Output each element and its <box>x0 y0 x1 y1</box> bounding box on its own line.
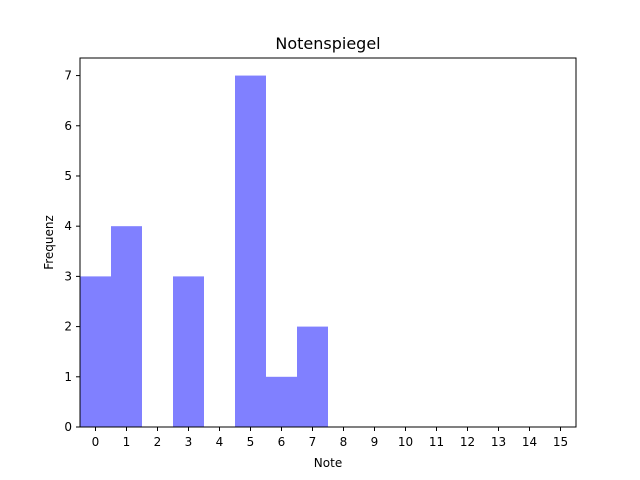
y-tick-label-2: 2 <box>64 320 72 334</box>
x-tick-label-9: 9 <box>371 435 379 449</box>
x-tick-label-8: 8 <box>340 435 348 449</box>
y-tick-label-4: 4 <box>64 219 72 233</box>
plot-frame <box>79 57 577 428</box>
y-axis-ticks: 0 1 2 3 4 5 6 7 <box>64 69 80 434</box>
y-tick-label-7: 7 <box>64 69 72 83</box>
x-tick-label-1: 1 <box>123 435 131 449</box>
y-tick-label-3: 3 <box>64 269 72 283</box>
x-tick-label-10: 10 <box>398 435 413 449</box>
x-tick-label-15: 15 <box>553 435 568 449</box>
x-tick-label-7: 7 <box>309 435 317 449</box>
x-tick-label-3: 3 <box>185 435 193 449</box>
y-axis-label: Frequenz <box>42 215 56 270</box>
y-tick-label-6: 6 <box>64 119 72 133</box>
bar-note-1 <box>111 226 142 427</box>
x-tick-label-12: 12 <box>460 435 475 449</box>
x-axis-label: Note <box>314 456 342 470</box>
x-tick-label-4: 4 <box>216 435 224 449</box>
y-tick-label-1: 1 <box>64 370 72 384</box>
x-tick-label-11: 11 <box>429 435 444 449</box>
x-tick-label-13: 13 <box>491 435 506 449</box>
x-tick-label-0: 0 <box>92 435 100 449</box>
bars-group <box>80 75 328 428</box>
x-tick-label-5: 5 <box>247 435 255 449</box>
x-tick-label-2: 2 <box>154 435 162 449</box>
chart-title: Notenspiegel <box>275 34 380 53</box>
x-tick-label-14: 14 <box>522 435 537 449</box>
x-tick-label-6: 6 <box>278 435 286 449</box>
x-axis-ticks: 0 1 2 3 4 5 6 7 8 9 10 11 12 13 14 15 <box>92 427 568 449</box>
bar-note-7 <box>297 326 328 427</box>
bar-note-3 <box>173 276 204 427</box>
bar-note-0 <box>80 276 111 427</box>
bar-note-6 <box>266 376 297 427</box>
bar-note-5 <box>235 75 266 428</box>
y-tick-label-5: 5 <box>64 169 72 183</box>
y-tick-label-0: 0 <box>64 420 72 434</box>
